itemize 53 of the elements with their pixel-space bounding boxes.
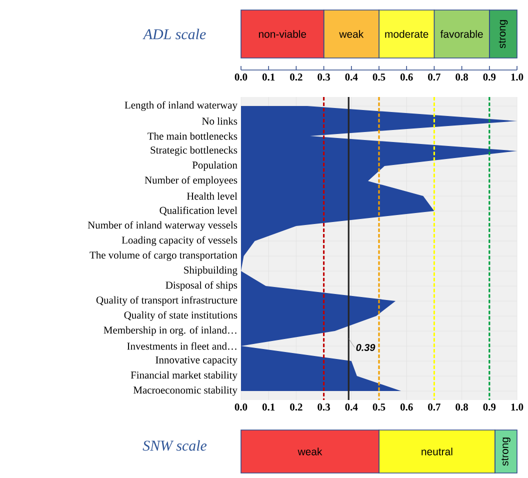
y-tick-label: Number of employees [144,176,238,186]
x-tick-label: 0.5 [372,74,386,81]
x-tick-label: 0.7 [428,74,440,81]
y-tick-label: The main bottlenecks [148,132,238,140]
x-tick-label: 0.2 [290,74,302,81]
x-tick-label: 0.6 [400,74,413,81]
x-tick-label: 0.8 [456,404,468,411]
x-tick-label: 0.0 [234,74,248,81]
x-tick-label: 1.0 [511,74,524,81]
x-tick-label: 0.3 [318,404,330,411]
y-tick-label: Quality of state institutions [124,311,238,321]
y-tick-label: Qualification level [160,206,238,216]
x-tick-label: 0.8 [456,74,468,81]
ref-line-label: 0.39 [356,344,376,352]
series-label: weak [298,448,322,456]
x-tick-label: 0.6 [400,404,413,411]
y-tick-label: Innovative capacity [156,356,238,366]
series-label: moderate [385,30,428,38]
y-tick-label: Number of inland waterway vessels [88,221,238,231]
y-tick-label: Length of inland waterway [124,101,238,111]
y-tick-label: Health level [186,192,238,200]
x-tick-label: 0.7 [428,404,440,411]
x-tick-label: 0.9 [483,74,496,81]
text: SNW scale [142,440,207,451]
series-label: favorable [440,30,483,38]
y-tick-label: No links [202,117,238,125]
y-tick-label: Population [192,161,238,171]
y-tick-label: Quality of transport infrastructure [96,296,238,306]
x-tick-label: 0.4 [345,74,358,81]
y-tick-label: Strategic bottlenecks [150,146,238,156]
y-tick-label: Disposal of ships [166,281,238,291]
y-tick-label: Shipbuilding [184,266,238,276]
x-tick-label: 0.1 [262,74,275,81]
x-tick-label: 1.0 [511,404,524,411]
text: ADL scale [142,28,206,40]
y-tick-label: The volume of cargo transportation [90,251,238,261]
y-tick-label: Membership in org. of inland… [104,326,236,336]
series-label: neutral [422,448,452,456]
y-tick-label: Loading capacity of vessels [122,236,238,246]
series-label: strong [502,438,510,466]
x-tick-label: 0.5 [372,404,386,411]
y-tick-label: Financial market stability [130,371,238,381]
x-tick-label: 0.4 [345,404,358,411]
x-tick-label: 0.3 [318,74,330,81]
y-tick-label: Investments in fleet and… [127,342,236,350]
series-label: non-viable [258,30,306,38]
x-tick-label: 0.0 [234,404,248,411]
series-label: strong [498,20,508,48]
series-label: weak [339,30,364,38]
x-tick-label: 0.2 [290,404,302,411]
x-tick-label: 0.1 [262,404,275,411]
y-tick-label: Macroeconomic stability [133,386,238,396]
x-tick-label: 0.9 [483,404,496,411]
